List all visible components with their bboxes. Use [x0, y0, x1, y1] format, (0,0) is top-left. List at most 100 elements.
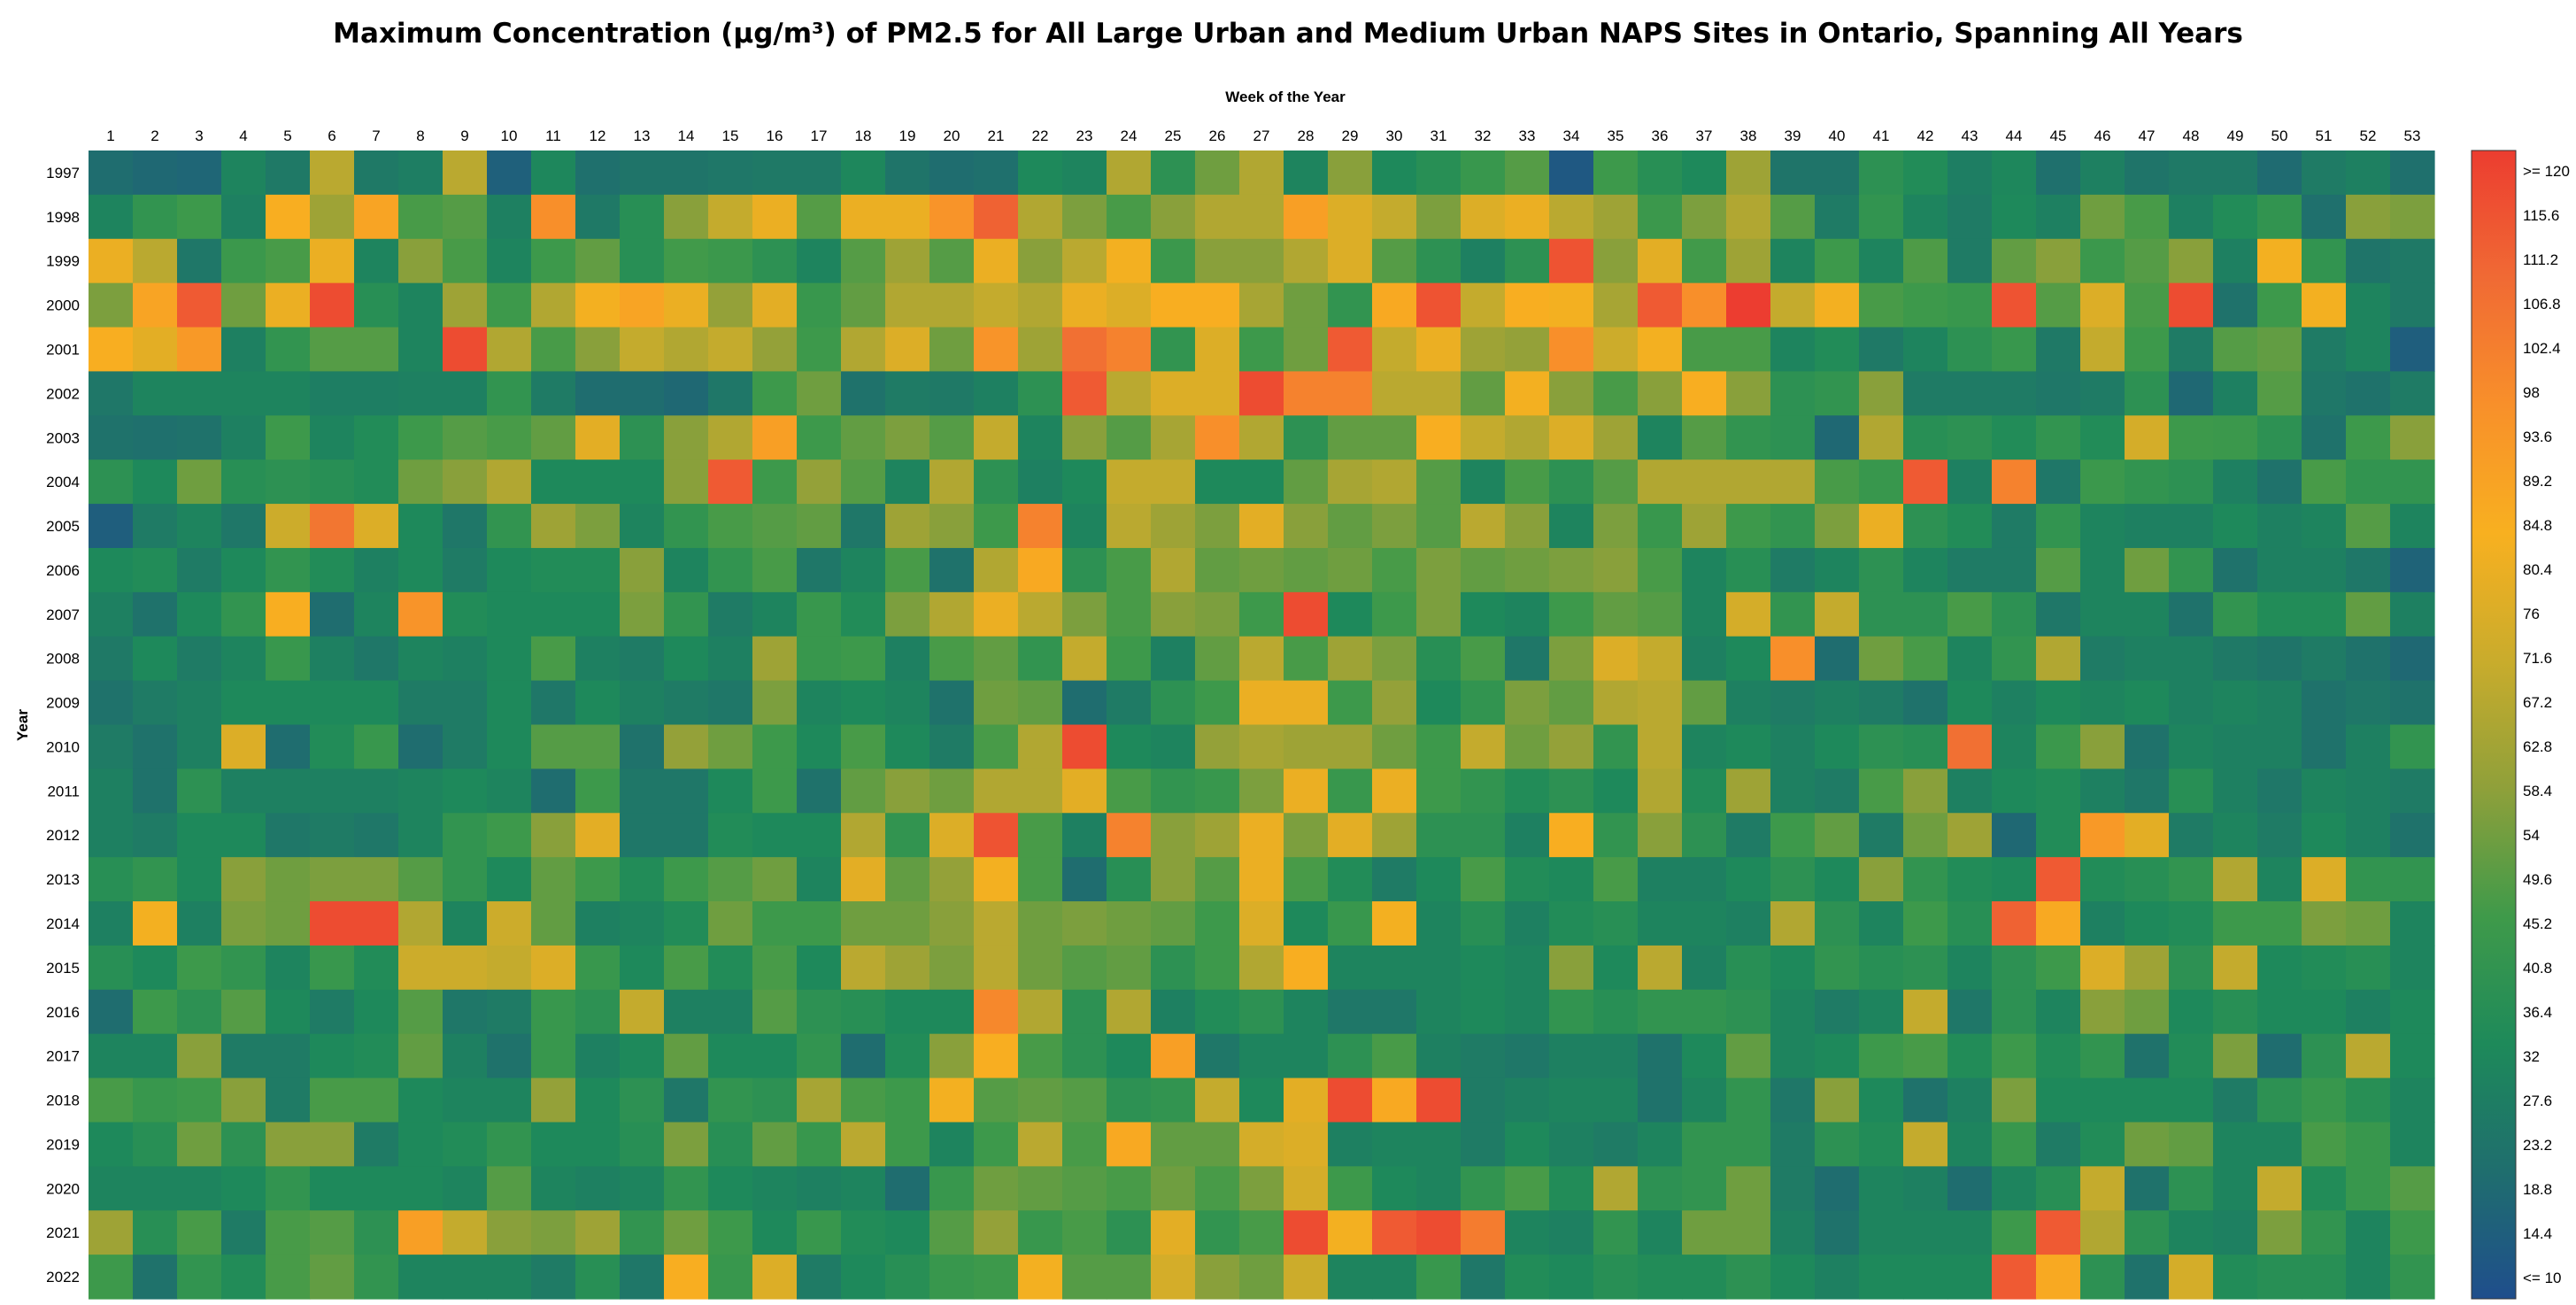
heatmap-cell — [2036, 547, 2081, 593]
heatmap-cell — [266, 1166, 311, 1211]
heatmap-cell — [1815, 1033, 1860, 1079]
heatmap-cell — [575, 680, 621, 726]
heatmap-cell — [2346, 194, 2391, 240]
heatmap-cell — [1151, 591, 1196, 637]
heatmap-cell — [2169, 591, 2214, 637]
heatmap-cell — [1151, 1255, 1196, 1300]
heatmap-cell — [1328, 504, 1373, 549]
heatmap-cell — [929, 1033, 975, 1079]
heatmap-cell — [1328, 371, 1373, 416]
heatmap-cell — [841, 547, 886, 593]
heatmap-cell — [1638, 459, 1683, 505]
heatmap-cell — [1638, 194, 1683, 240]
heatmap-cell — [2080, 371, 2125, 416]
heatmap-cell — [1018, 989, 1063, 1035]
heatmap-cell — [2346, 504, 2391, 549]
heatmap-cell — [1372, 768, 1417, 814]
heatmap-cell — [620, 680, 665, 726]
heatmap-cell — [708, 1122, 753, 1167]
heatmap-cell — [708, 813, 753, 858]
heatmap-cell — [1107, 1166, 1152, 1211]
heatmap-cell — [1859, 194, 1904, 240]
heatmap-cell — [1682, 636, 1727, 682]
heatmap-cell — [1815, 194, 1860, 240]
heatmap-cell — [575, 857, 621, 902]
heatmap-cell — [1859, 504, 1904, 549]
heatmap-cell — [89, 459, 134, 505]
heatmap-cell — [310, 989, 355, 1035]
heatmap-cell — [708, 151, 753, 196]
heatmap-cell — [1416, 680, 1462, 726]
heatmap-cell — [2036, 724, 2081, 769]
heatmap-cell — [1947, 238, 1993, 284]
heatmap-cell — [885, 901, 930, 946]
heatmap-cell — [487, 636, 532, 682]
heatmap-cell — [1859, 1077, 1904, 1124]
x-tick-label: 9 — [460, 127, 468, 144]
heatmap-cell — [1239, 591, 1284, 637]
heatmap-cell — [1815, 591, 1860, 637]
heatmap-cell — [2213, 1255, 2258, 1300]
heatmap-cell — [133, 1255, 178, 1300]
heatmap-cell — [929, 1122, 975, 1167]
heatmap-cell — [1593, 194, 1639, 240]
heatmap-cell — [2169, 1255, 2214, 1300]
heatmap-cell — [1328, 547, 1373, 593]
heatmap-cell — [2169, 1210, 2214, 1255]
heatmap-cell — [1903, 813, 1948, 858]
heatmap-cell — [885, 1255, 930, 1300]
heatmap-cell — [1107, 504, 1152, 549]
heatmap-cell — [1284, 768, 1329, 814]
heatmap-cell — [1328, 989, 1373, 1035]
heatmap-cell — [885, 945, 930, 991]
x-tick-labels: 1 2 3 4 5 6 7 8 9 10 11 12 13 14 15 16 17 18 19 20 21 22 23 24 2… — [106, 127, 2420, 144]
heatmap-cell — [2346, 1122, 2391, 1167]
x-tick-label: 36 — [1652, 127, 1669, 144]
heatmap-cell — [1815, 547, 1860, 593]
heatmap-cell — [1947, 1210, 1993, 1255]
heatmap-cell — [398, 504, 443, 549]
heatmap-cell — [221, 238, 266, 284]
heatmap-cell — [1903, 1033, 1948, 1079]
heatmap-cell — [2390, 238, 2435, 284]
heatmap-cell — [752, 768, 798, 814]
heatmap-cell — [177, 680, 222, 726]
heatmap-cell — [177, 724, 222, 769]
x-tick-label: 17 — [811, 127, 828, 144]
heatmap-cell — [797, 591, 842, 637]
heatmap-cell — [398, 945, 443, 991]
heatmap-cell — [620, 547, 665, 593]
heatmap-cell — [177, 415, 222, 460]
heatmap-cell — [266, 1255, 311, 1300]
heatmap-cell — [2346, 989, 2391, 1035]
heatmap-cell — [1195, 238, 1240, 284]
heatmap-cell — [354, 1210, 399, 1255]
heatmap-cell — [266, 1077, 311, 1124]
heatmap-cell — [1815, 1166, 1860, 1211]
heatmap-cell — [177, 282, 222, 328]
heatmap-cell — [2257, 547, 2302, 593]
heatmap-cell — [1549, 591, 1594, 637]
heatmap-cell — [354, 1255, 399, 1300]
heatmap-cell — [1770, 945, 1816, 991]
heatmap-cell — [2169, 813, 2214, 858]
heatmap-cell — [1195, 459, 1240, 505]
heatmap-cell — [2257, 1255, 2302, 1300]
heatmap-cell — [177, 989, 222, 1035]
heatmap-cell — [1947, 415, 1993, 460]
heatmap-cell — [841, 151, 886, 196]
heatmap-cell — [398, 813, 443, 858]
heatmap-cell — [1770, 813, 1816, 858]
heatmap-cell — [1284, 282, 1329, 328]
heatmap-cell — [1726, 901, 1771, 946]
heatmap-cell — [2036, 151, 2081, 196]
heatmap-cell — [177, 636, 222, 682]
heatmap-cell — [974, 1210, 1019, 1255]
heatmap-cell — [1992, 901, 2037, 946]
heatmap-cell — [2169, 680, 2214, 726]
heatmap-cell — [1284, 327, 1329, 373]
heatmap-cell — [1505, 151, 1550, 196]
heatmap-cell — [221, 459, 266, 505]
heatmap-cell — [620, 415, 665, 460]
heatmap-cell — [1195, 504, 1240, 549]
